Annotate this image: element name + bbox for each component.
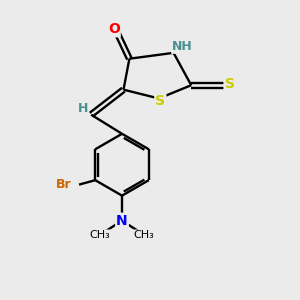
Text: S: S: [155, 94, 165, 108]
Text: N: N: [116, 214, 128, 228]
Text: CH₃: CH₃: [90, 230, 110, 240]
Text: Br: Br: [56, 178, 71, 190]
Text: H: H: [78, 102, 88, 115]
Text: CH₃: CH₃: [134, 230, 154, 240]
Text: NH: NH: [172, 40, 193, 53]
Text: O: O: [108, 22, 120, 36]
Text: S: S: [224, 77, 235, 91]
